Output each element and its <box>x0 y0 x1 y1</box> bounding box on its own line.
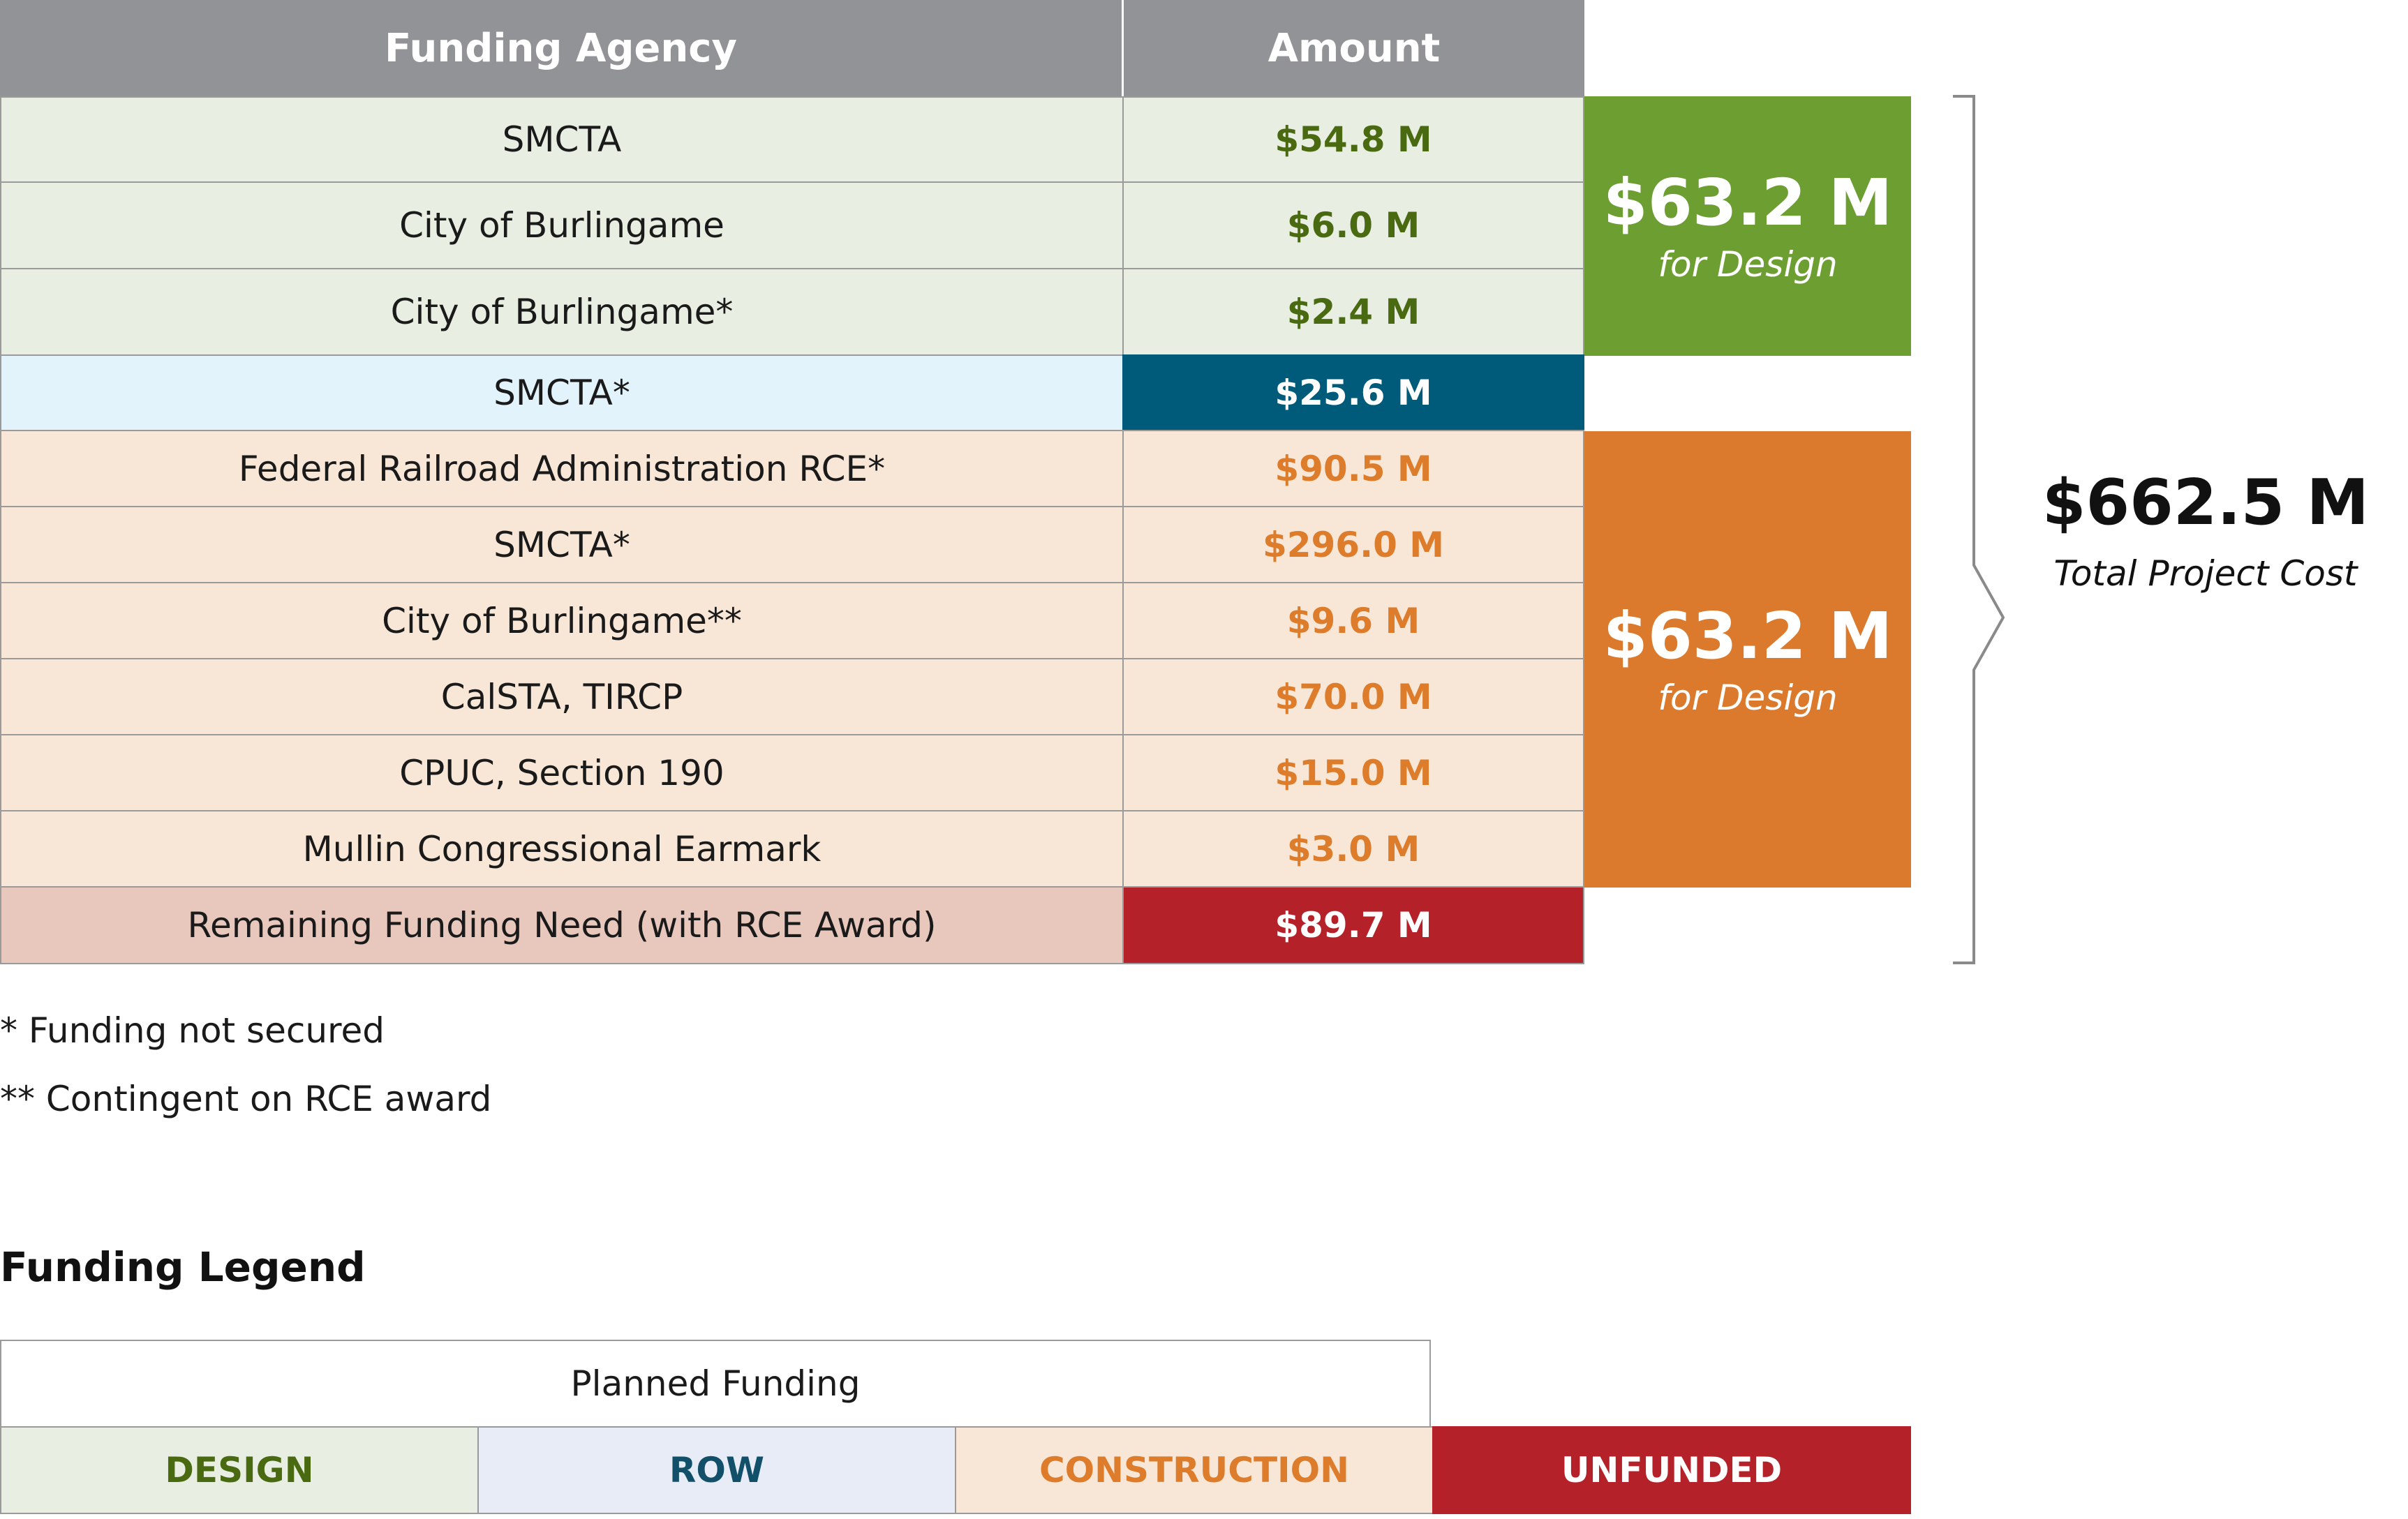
table-row-amount: $25.6 M <box>1122 354 1584 431</box>
table-row-agency: Mullin Congressional Earmark <box>0 810 1124 888</box>
column-header-agency: Funding Agency <box>0 0 1124 96</box>
total-project-cost-label: Total Project Cost <box>2053 553 2358 594</box>
table-row-amount: $54.8 M <box>1122 96 1584 183</box>
table-row-amount: $89.7 M <box>1122 886 1584 964</box>
footnote-not-secured: * Funding not secured <box>0 1010 385 1051</box>
footnote-contingent: ** Contingent on RCE award <box>0 1079 492 1119</box>
table-row-agency: Remaining Funding Need (with RCE Award) <box>0 886 1124 964</box>
table-row-agency: CalSTA, TIRCP <box>0 658 1124 735</box>
table-row-agency: SMCTA* <box>0 354 1124 431</box>
table-row-agency: City of Burlingame** <box>0 582 1124 659</box>
table-row-agency: Federal Railroad Administration RCE* <box>0 430 1124 507</box>
column-header-amount: Amount <box>1124 0 1584 96</box>
table-row-amount: $70.0 M <box>1122 658 1584 735</box>
design-summary-label: for Design <box>1658 244 1838 285</box>
construction-summary-label: for Design <box>1658 677 1838 718</box>
table-row-amount: $90.5 M <box>1122 430 1584 507</box>
table-row-amount: $15.0 M <box>1122 734 1584 811</box>
legend-construction: CONSTRUCTION <box>955 1426 1434 1514</box>
table-row-amount: $3.0 M <box>1122 810 1584 888</box>
table-row-amount: $6.0 M <box>1122 181 1584 269</box>
design-summary: $63.2 M for Design <box>1584 96 1911 356</box>
table-row-agency: SMCTA* <box>0 506 1124 583</box>
table-row-agency: City of Burlingame <box>0 181 1124 269</box>
legend-row: ROW <box>477 1426 956 1514</box>
table-row-amount: $2.4 M <box>1122 268 1584 356</box>
legend-planned-funding: Planned Funding <box>0 1340 1431 1428</box>
table-row-amount: $9.6 M <box>1122 582 1584 659</box>
legend-unfunded: UNFUNDED <box>1432 1426 1911 1514</box>
legend-design: DESIGN <box>0 1426 479 1514</box>
table-row-agency: City of Burlingame* <box>0 268 1124 356</box>
table-row-agency: SMCTA <box>0 96 1124 183</box>
design-summary-value: $63.2 M <box>1603 165 1893 241</box>
total-project-cost-value: $662.5 M <box>2042 466 2370 539</box>
table-row-amount: $296.0 M <box>1122 506 1584 583</box>
total-bracket-icon <box>1953 95 2005 964</box>
legend-title: Funding Legend <box>0 1243 366 1291</box>
construction-summary: $63.2 M for Design <box>1584 431 1911 888</box>
table-row-agency: CPUC, Section 190 <box>0 734 1124 811</box>
construction-summary-value: $63.2 M <box>1603 599 1893 674</box>
